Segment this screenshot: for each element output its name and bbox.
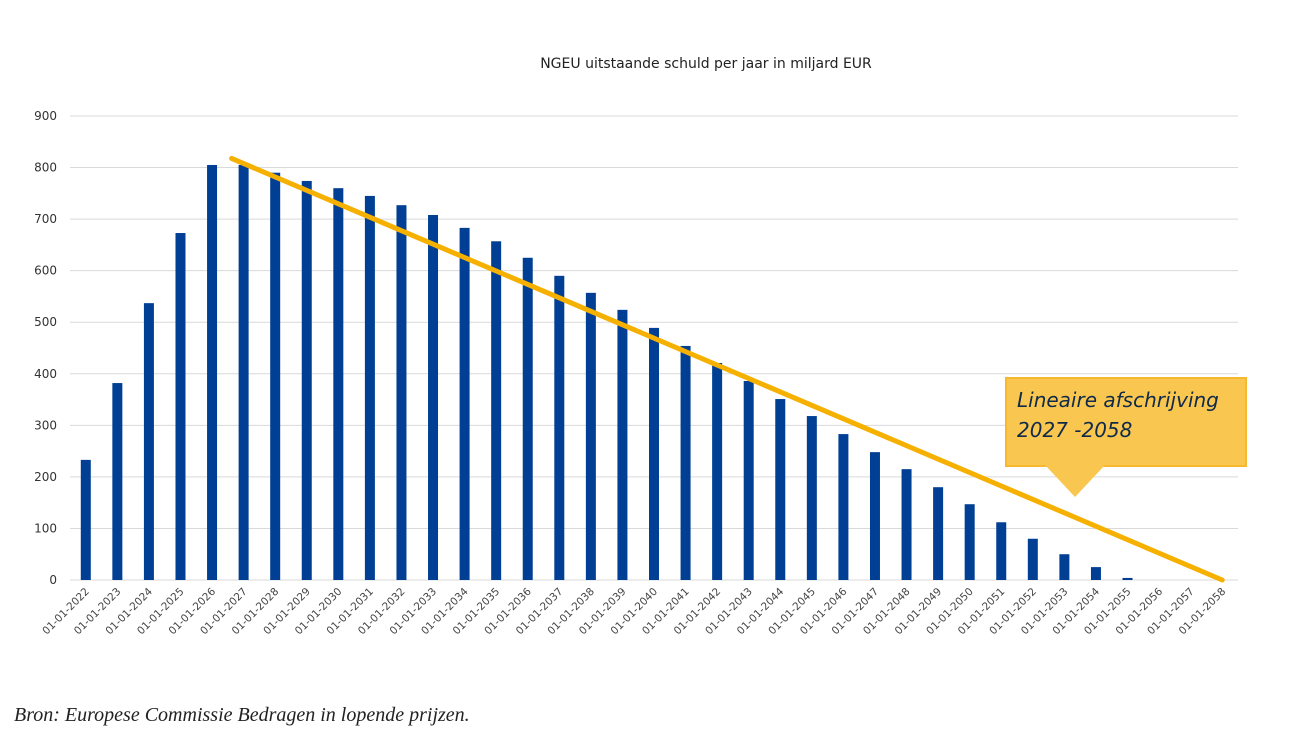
bar — [680, 345, 691, 580]
bar — [933, 487, 944, 580]
x-axis-ticks: 01-01-202201-01-202301-01-202401-01-2025… — [40, 585, 1228, 637]
bar — [1059, 554, 1070, 580]
bar — [901, 469, 912, 580]
bars — [80, 164, 1133, 581]
bar — [175, 233, 186, 580]
y-tick-label: 0 — [49, 573, 57, 587]
bar — [301, 180, 312, 580]
bar — [1027, 538, 1038, 580]
bar — [80, 459, 91, 580]
bar — [869, 452, 880, 580]
y-axis-ticks: 0 100 200 300 400 500 600 700 800 900 — [34, 109, 57, 587]
bar — [806, 416, 817, 580]
bar — [428, 214, 439, 580]
annotation-callout: Lineaire afschrijving 2027 -2058 — [1005, 377, 1247, 467]
y-tick-label: 900 — [34, 109, 57, 123]
bar — [270, 172, 281, 580]
bar — [491, 241, 502, 580]
y-tick-label: 600 — [34, 264, 57, 278]
bar — [1122, 577, 1133, 580]
chart: NGEU uitstaande schuld per jaar in milja… — [34, 56, 1238, 637]
annotation-line1: Lineaire afschrijving — [1017, 388, 1219, 412]
y-tick-label: 200 — [34, 470, 57, 484]
bar — [1090, 567, 1101, 580]
y-tick-label: 500 — [34, 315, 57, 329]
bar — [712, 362, 723, 580]
bar — [649, 327, 659, 580]
y-tick-label: 300 — [34, 418, 57, 432]
annotation-line2: 2027 -2058 — [1017, 418, 1133, 442]
bar — [364, 195, 375, 580]
y-tick-label: 100 — [34, 521, 57, 535]
trendline — [229, 155, 1225, 583]
y-tick-label: 700 — [34, 212, 57, 226]
bar — [585, 292, 596, 580]
y-tick-label: 800 — [34, 161, 57, 175]
bar — [617, 309, 628, 580]
bar — [459, 227, 470, 580]
bar — [838, 434, 849, 580]
bar — [775, 399, 786, 580]
bar — [207, 164, 218, 580]
y-tick-label: 400 — [34, 367, 57, 381]
trendline-group — [229, 155, 1225, 583]
bar — [112, 383, 123, 580]
bar — [964, 504, 975, 580]
chart-title: NGEU uitstaande schuld per jaar in milja… — [540, 56, 872, 72]
bar — [238, 164, 249, 580]
source-note: Bron: Europese Commissie Bedragen in lop… — [14, 704, 470, 726]
bar — [743, 380, 754, 580]
bar — [143, 303, 154, 580]
bar — [554, 275, 565, 580]
bar — [996, 522, 1007, 580]
annotation-tail — [1045, 465, 1105, 497]
bar — [333, 188, 344, 580]
bar — [522, 257, 533, 580]
bar — [396, 205, 407, 581]
